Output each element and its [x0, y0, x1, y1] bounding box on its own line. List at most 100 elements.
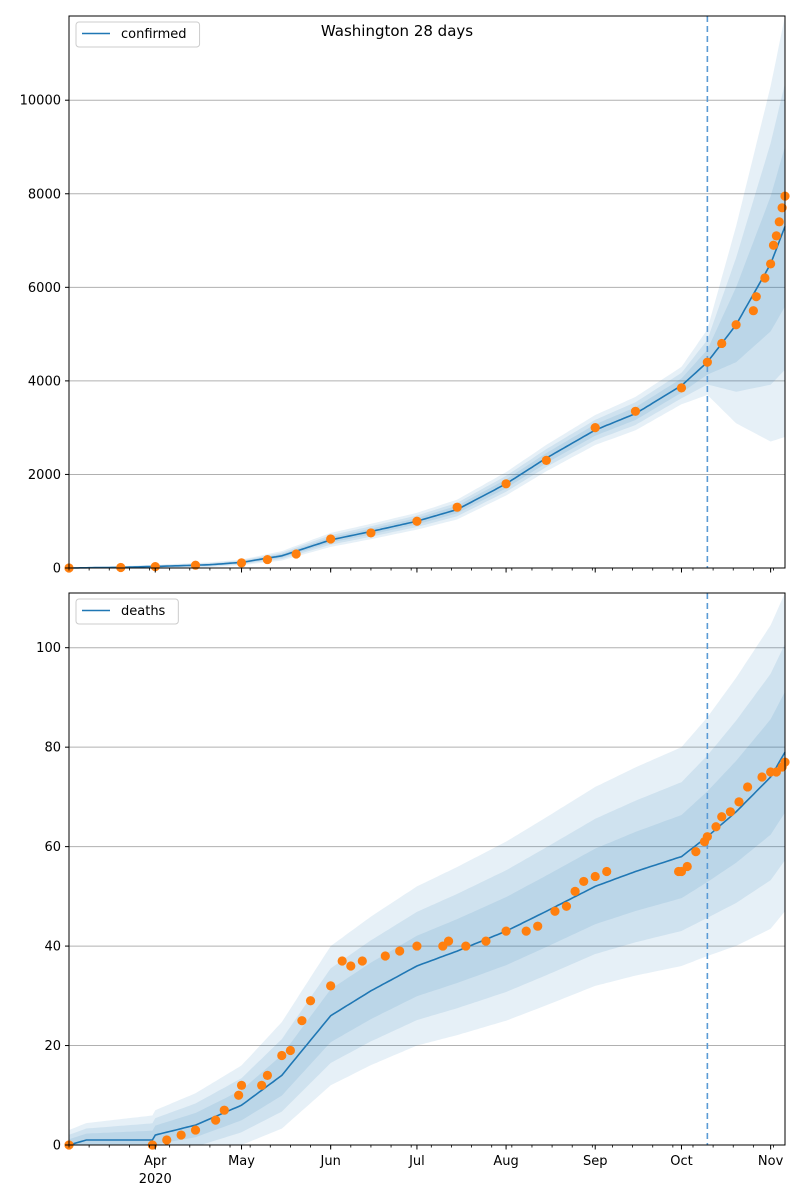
observed-point — [682, 861, 692, 872]
observed-point — [570, 886, 580, 896]
observed-point — [291, 549, 301, 559]
uncertainty-band-2 — [69, 83, 785, 568]
observed-point — [717, 812, 727, 822]
legend-label: confirmed — [121, 27, 187, 42]
observed-point — [305, 996, 316, 1006]
legend-box — [75, 21, 201, 48]
observed-point — [234, 1090, 244, 1100]
confirmed-panel: 0 2000 4000 6000 8000 10000 confirmed Washing… — [20, 15, 790, 577]
x-tick-label: May — [228, 1154, 255, 1169]
x-tick-label: Aug — [493, 1154, 518, 1169]
legend-label: deaths — [121, 604, 166, 619]
y-tick-label: 80 — [44, 741, 61, 756]
y-tick-label: 60 — [44, 840, 61, 855]
confirmed-model-line — [69, 226, 786, 569]
observed-point — [602, 866, 612, 877]
observed-point — [395, 946, 405, 956]
x-tick-sublabel: 2020 — [139, 1172, 172, 1187]
observed-point — [412, 516, 422, 526]
observed-point — [150, 561, 160, 572]
observed-point — [501, 479, 511, 489]
observed-point — [766, 259, 776, 269]
observed-point — [297, 1016, 307, 1026]
x-tick-label: Oct — [670, 1154, 692, 1169]
observed-point — [731, 320, 741, 330]
observed-point — [346, 961, 356, 971]
observed-point — [702, 832, 712, 842]
observed-point — [219, 1105, 229, 1115]
x-tick-label: Apr — [144, 1154, 167, 1169]
x-tick-label: Sep — [583, 1154, 608, 1169]
observed-point — [190, 1125, 201, 1135]
observed-point — [757, 772, 767, 782]
observed-point — [702, 357, 712, 367]
observed-point — [768, 240, 779, 250]
observed-point — [211, 1115, 221, 1125]
uncertainty-band-3 — [69, 146, 785, 568]
observed-point — [481, 936, 491, 946]
y-tick-label: 40 — [44, 940, 61, 955]
observed-point — [691, 846, 701, 857]
observed-point — [711, 822, 721, 832]
observed-point — [236, 558, 247, 568]
legend: confirmed — [75, 21, 201, 48]
observed-point — [760, 273, 770, 283]
observed-point — [501, 926, 511, 936]
observed-point — [176, 1130, 186, 1140]
observed-point — [257, 1080, 267, 1090]
observed-point — [380, 951, 390, 961]
legend: deaths — [75, 598, 179, 625]
observed-point — [326, 534, 336, 544]
observed-point — [285, 1045, 296, 1056]
observed-point — [357, 956, 367, 966]
axes-frame — [68, 15, 786, 569]
x-tick-label: Jul — [408, 1154, 425, 1169]
observed-point — [366, 528, 376, 538]
observed-point — [262, 1070, 273, 1080]
y-tick-label: 6000 — [28, 281, 61, 296]
observed-point — [725, 807, 735, 817]
observed-point — [461, 941, 471, 951]
observed-point — [236, 1080, 247, 1090]
uncertainty-band-1 — [69, 16, 785, 568]
observed-point — [561, 901, 572, 911]
observed-point — [748, 306, 758, 316]
observed-point — [676, 383, 687, 393]
observed-point — [533, 921, 543, 931]
observed-point — [326, 981, 336, 991]
legend-box — [75, 598, 179, 625]
observed-point — [550, 906, 560, 916]
observed-point — [190, 560, 201, 570]
observed-point — [590, 871, 600, 882]
chart-title: Washington 28 days — [321, 22, 473, 40]
x-tick-label: Nov — [758, 1154, 784, 1169]
observed-point — [771, 231, 781, 241]
observed-point — [541, 455, 551, 466]
observed-point — [579, 876, 589, 887]
y-tick-label: 10000 — [20, 94, 61, 109]
observed-point — [743, 782, 753, 792]
y-tick-label: 4000 — [28, 374, 61, 389]
observed-point — [751, 292, 761, 302]
observed-point — [521, 926, 531, 936]
axes-frame — [68, 592, 786, 1146]
uncertainty-band-2 — [69, 643, 785, 1145]
y-tick-label: 0 — [53, 1139, 61, 1154]
observed-point — [774, 217, 784, 227]
y-tick-label: 100 — [36, 641, 61, 656]
observed-point — [337, 956, 347, 966]
observed-point — [277, 1050, 287, 1061]
observed-point — [162, 1135, 172, 1145]
observed-point — [734, 797, 744, 807]
y-tick-label: 0 — [53, 562, 61, 577]
deaths-model-line — [68, 751, 786, 1146]
observed-point — [412, 941, 422, 951]
y-tick-label: 20 — [44, 1039, 61, 1054]
observed-point — [262, 554, 273, 565]
observed-point — [443, 936, 454, 946]
observed-point — [777, 203, 787, 213]
observed-point — [590, 423, 600, 433]
y-tick-label: 2000 — [28, 468, 61, 483]
observed-point — [630, 406, 641, 416]
